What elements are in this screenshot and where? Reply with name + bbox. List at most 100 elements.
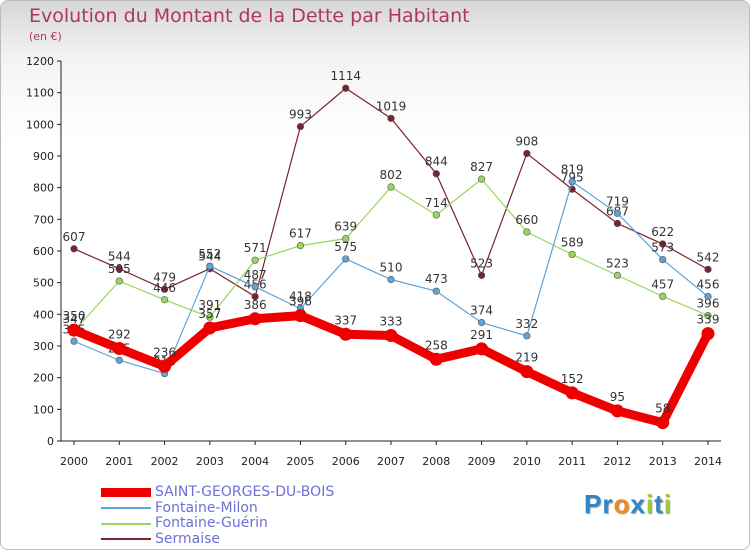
- data-point: [659, 240, 667, 248]
- data-point: [293, 309, 307, 323]
- data-label: 523: [606, 256, 629, 270]
- y-tick-label: 300: [33, 340, 54, 353]
- data-label: 552: [198, 247, 221, 261]
- x-tick-label: 2011: [558, 455, 586, 468]
- data-point: [613, 271, 622, 279]
- data-label: 844: [425, 155, 448, 169]
- data-point: [342, 255, 350, 263]
- data-point: [610, 404, 624, 418]
- data-label: 391: [198, 298, 221, 312]
- y-tick-label: 100: [33, 403, 54, 416]
- legend-item: Sermaise: [101, 530, 334, 548]
- data-point: [429, 352, 443, 366]
- logo-letter: x: [630, 489, 646, 519]
- data-label: 802: [380, 168, 403, 182]
- y-tick-label: 1200: [26, 55, 54, 68]
- data-point: [387, 183, 395, 191]
- data-label: 544: [198, 250, 221, 264]
- data-point: [659, 255, 667, 264]
- data-point: [115, 277, 123, 285]
- data-point: [523, 149, 531, 158]
- data-point: [701, 327, 715, 341]
- logo-letter: t: [654, 489, 664, 519]
- data-label: 446: [153, 281, 176, 295]
- x-tick-label: 2003: [196, 455, 224, 468]
- data-label: 374: [470, 304, 493, 318]
- data-label: 333: [380, 315, 403, 329]
- data-label: 719: [606, 194, 629, 208]
- legend-swatch: [101, 507, 151, 510]
- x-tick-label: 2005: [286, 455, 314, 468]
- data-point: [339, 327, 353, 341]
- data-label: 795: [561, 170, 584, 184]
- data-point: [613, 209, 622, 217]
- data-label: 418: [289, 290, 312, 304]
- data-point: [115, 356, 123, 364]
- data-point: [296, 122, 305, 131]
- data-label: 479: [153, 270, 176, 284]
- data-label: 622: [651, 225, 674, 239]
- y-axis-unit-label: (en €): [29, 30, 62, 43]
- data-point: [206, 262, 214, 270]
- data-label: 660: [515, 213, 538, 227]
- y-tick-label: 800: [33, 182, 54, 195]
- data-point: [704, 312, 712, 320]
- data-point: [523, 332, 531, 340]
- data-point: [704, 265, 712, 273]
- data-point: [520, 365, 534, 379]
- data-label: 908: [515, 134, 538, 148]
- x-tick-label: 2010: [513, 455, 541, 468]
- chart-title: Evolution du Montant de la Dette par Hab…: [29, 5, 470, 27]
- data-label: 993: [289, 108, 312, 122]
- data-point: [251, 256, 259, 264]
- x-tick-label: 2004: [241, 455, 269, 468]
- y-tick-label: 900: [33, 150, 54, 163]
- data-point: [248, 312, 262, 326]
- data-point: [384, 329, 398, 343]
- y-tick-label: 0: [47, 435, 54, 448]
- logo-letter: r: [602, 489, 614, 519]
- x-tick-label: 2008: [422, 455, 450, 468]
- data-point: [477, 271, 486, 279]
- data-label: 292: [108, 328, 131, 342]
- logo-letter: P: [584, 489, 603, 519]
- data-label: 396: [289, 295, 312, 309]
- data-label: 523: [470, 256, 493, 270]
- legend-label: Fontaine-Milon: [155, 499, 258, 516]
- x-tick-label: 2012: [603, 455, 631, 468]
- data-label: 714: [425, 196, 448, 210]
- data-label: 544: [108, 250, 131, 264]
- data-point: [704, 293, 712, 301]
- data-point: [659, 292, 667, 300]
- data-label: 350: [63, 309, 86, 323]
- data-label: 827: [470, 160, 493, 174]
- data-point: [568, 178, 576, 186]
- legend-item: SAINT-GEORGES-DU-BOIS: [101, 485, 334, 501]
- data-label: 639: [334, 220, 357, 234]
- data-label: 456: [697, 278, 720, 292]
- data-label: 607: [63, 230, 86, 244]
- data-label: 505: [108, 262, 131, 276]
- data-point: [70, 337, 78, 345]
- legend-label: Fontaine-Guérin: [155, 515, 268, 532]
- legend-label: Sermaise: [155, 530, 221, 547]
- data-label: 571: [244, 241, 267, 255]
- legend-label: SAINT-GEORGES-DU-BOIS: [155, 484, 335, 501]
- legend-item: Fontaine-Guérin: [101, 516, 334, 532]
- data-label: 236: [153, 345, 176, 359]
- data-label: 510: [380, 261, 403, 275]
- data-point: [296, 242, 305, 250]
- data-point: [387, 275, 395, 284]
- y-tick-label: 1000: [26, 118, 54, 131]
- data-label: 487: [244, 268, 267, 282]
- data-point: [115, 265, 123, 273]
- data-point: [565, 386, 579, 400]
- y-tick-label: 200: [33, 372, 54, 385]
- logo-letter: i: [645, 489, 655, 519]
- data-label: 396: [697, 297, 720, 311]
- legend-item: Fontaine-Milon: [101, 499, 334, 517]
- proxiti-logo: Proxiti: [584, 489, 672, 520]
- data-label: 573: [651, 241, 674, 255]
- data-point: [477, 175, 486, 183]
